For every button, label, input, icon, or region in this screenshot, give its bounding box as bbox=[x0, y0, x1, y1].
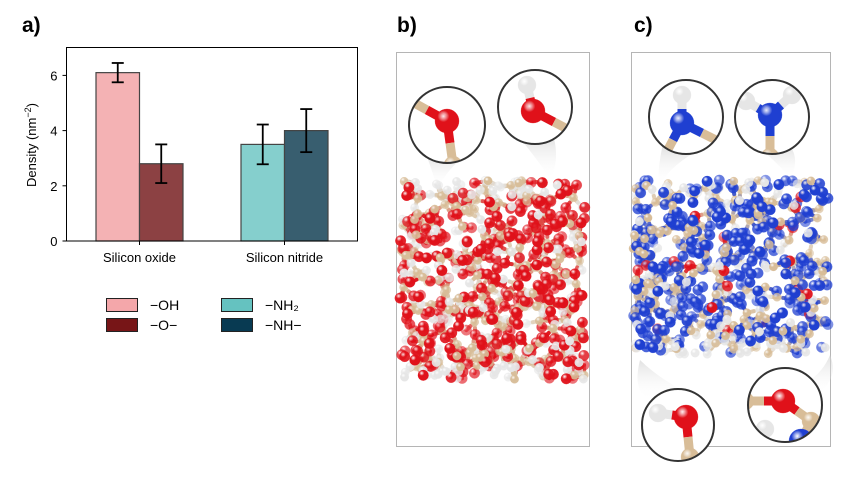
legend: −OH −O− −NH₂ −NH− bbox=[100, 293, 340, 333]
bars-group bbox=[95, 72, 329, 242]
y-axis-ticks: 0 2 4 6 bbox=[50, 68, 67, 249]
y-tick-label: 2 bbox=[50, 179, 57, 194]
error-bar-2 bbox=[256, 123, 269, 166]
legend-label-nh2: −NH₂ bbox=[265, 297, 299, 313]
error-bar-1 bbox=[155, 143, 168, 184]
error-bar-0 bbox=[111, 62, 124, 84]
atom-network bbox=[628, 174, 834, 359]
atom-network bbox=[394, 175, 591, 385]
inset-bridging-oxygen-bottom bbox=[747, 367, 823, 443]
y-tick-label: 4 bbox=[50, 124, 57, 139]
inset-hydroxyl-bottom bbox=[641, 388, 715, 462]
y-tick-label: 0 bbox=[50, 234, 57, 249]
legend-swatch-nh bbox=[221, 318, 253, 332]
error-bar-3 bbox=[300, 108, 313, 154]
bar-chart: 0 2 4 6 Silicon oxide Silicon nitride Densit… bbox=[23, 47, 358, 265]
y-axis-label: Density (nm−2) bbox=[23, 103, 39, 187]
legend-label-o: −O− bbox=[150, 317, 178, 333]
legend-item-nh2: −NH₂ bbox=[221, 297, 299, 313]
x-axis-ticks: Silicon oxide Silicon nitride bbox=[103, 241, 323, 265]
inset-bridging-oxygen bbox=[408, 86, 486, 188]
legend-item-oh: −OH bbox=[106, 297, 179, 313]
legend-item-nh: −NH− bbox=[221, 317, 302, 333]
plot-frame bbox=[66, 47, 358, 242]
x-tick-label: Silicon oxide bbox=[103, 250, 176, 265]
legend-item-o: −O− bbox=[106, 317, 177, 333]
legend-label-oh: −OH bbox=[150, 297, 180, 313]
x-tick-label: Silicon nitride bbox=[246, 250, 323, 265]
legend-swatch-o bbox=[106, 318, 138, 332]
panel-label-a: a) bbox=[22, 14, 41, 37]
legend-swatch-nh2 bbox=[221, 298, 253, 312]
error-bars-group bbox=[111, 62, 313, 184]
inset-nh2 bbox=[648, 79, 724, 185]
y-tick-label: 6 bbox=[50, 68, 57, 83]
bar-0 bbox=[95, 72, 141, 242]
panel-label-b: b) bbox=[397, 14, 417, 37]
panel-label-c: c) bbox=[634, 14, 653, 37]
legend-swatch-oh bbox=[106, 298, 138, 312]
inset-nh bbox=[734, 79, 810, 180]
legend-label-nh: −NH− bbox=[265, 317, 302, 333]
